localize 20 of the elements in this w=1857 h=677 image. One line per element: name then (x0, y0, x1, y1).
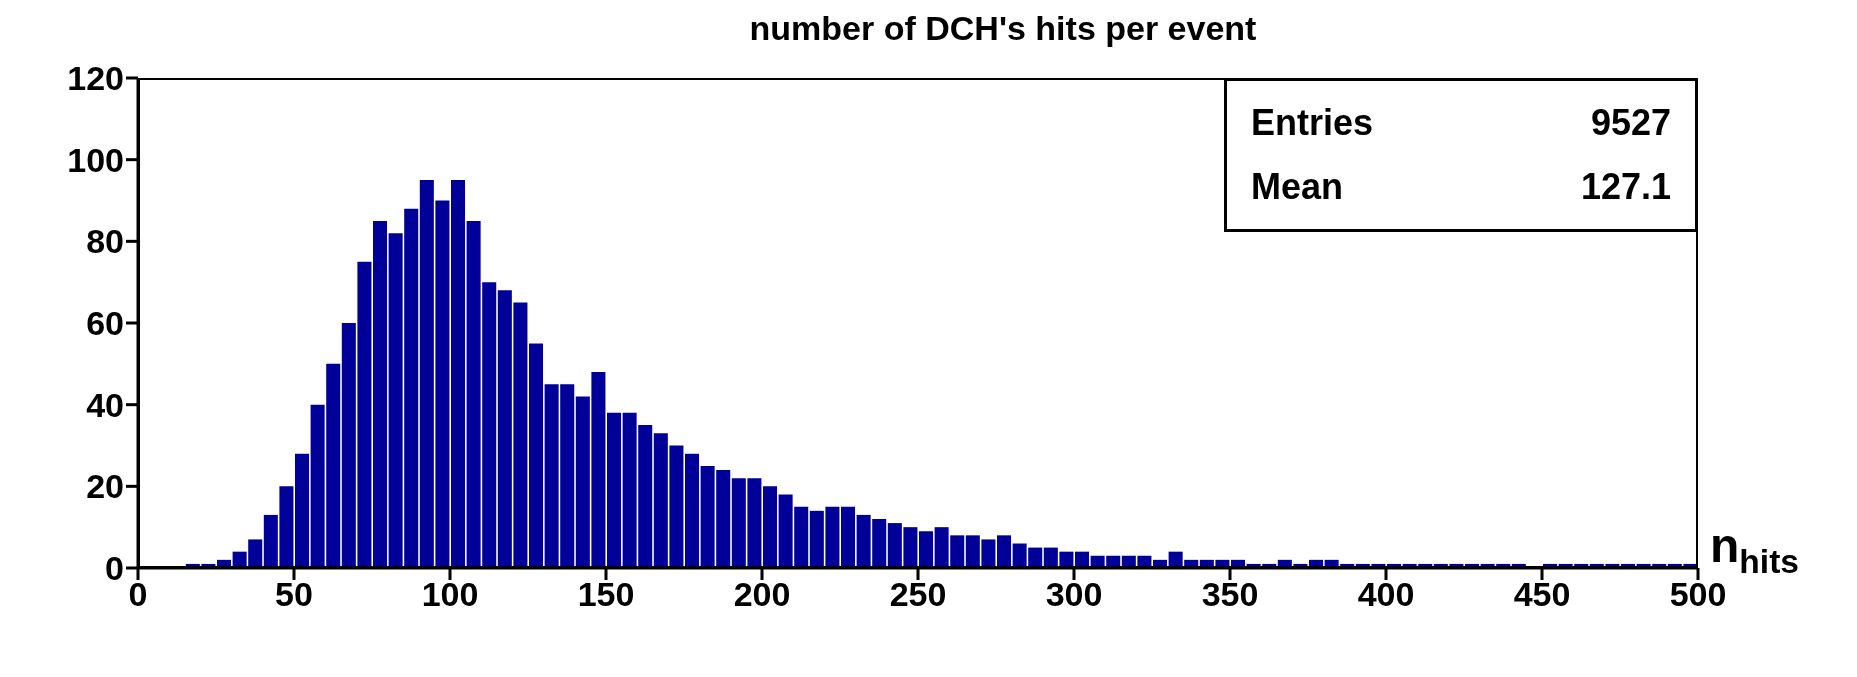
y-tick-label: 80 (86, 222, 124, 261)
x-tick-label: 300 (1045, 575, 1103, 614)
text: Entries 9527 (1251, 102, 1671, 143)
x-tick-label: 150 (577, 575, 635, 614)
y-tick-label: 0 (105, 549, 124, 588)
x-tick-label: 0 (128, 575, 148, 614)
chart-title: number of DCH's hits per event (748, 8, 1258, 48)
y-tick-label: 120 (67, 59, 124, 98)
x-tick-label: 200 (733, 575, 791, 614)
y-tick-label: 100 (67, 140, 124, 179)
x-tick-label: 250 (889, 575, 947, 614)
x-tick-label: 100 (421, 575, 479, 614)
x-tick-label: 450 (1513, 575, 1571, 614)
text: Mean 127.1 (1251, 166, 1671, 207)
x-tick-label: 400 (1357, 575, 1415, 614)
x-tick-label: 350 (1201, 575, 1259, 614)
y-tick-label: 40 (86, 385, 124, 424)
y-tick-label: 60 (86, 304, 124, 343)
y-tick-label: 20 (86, 467, 124, 506)
x-tick-label: 50 (275, 575, 313, 614)
